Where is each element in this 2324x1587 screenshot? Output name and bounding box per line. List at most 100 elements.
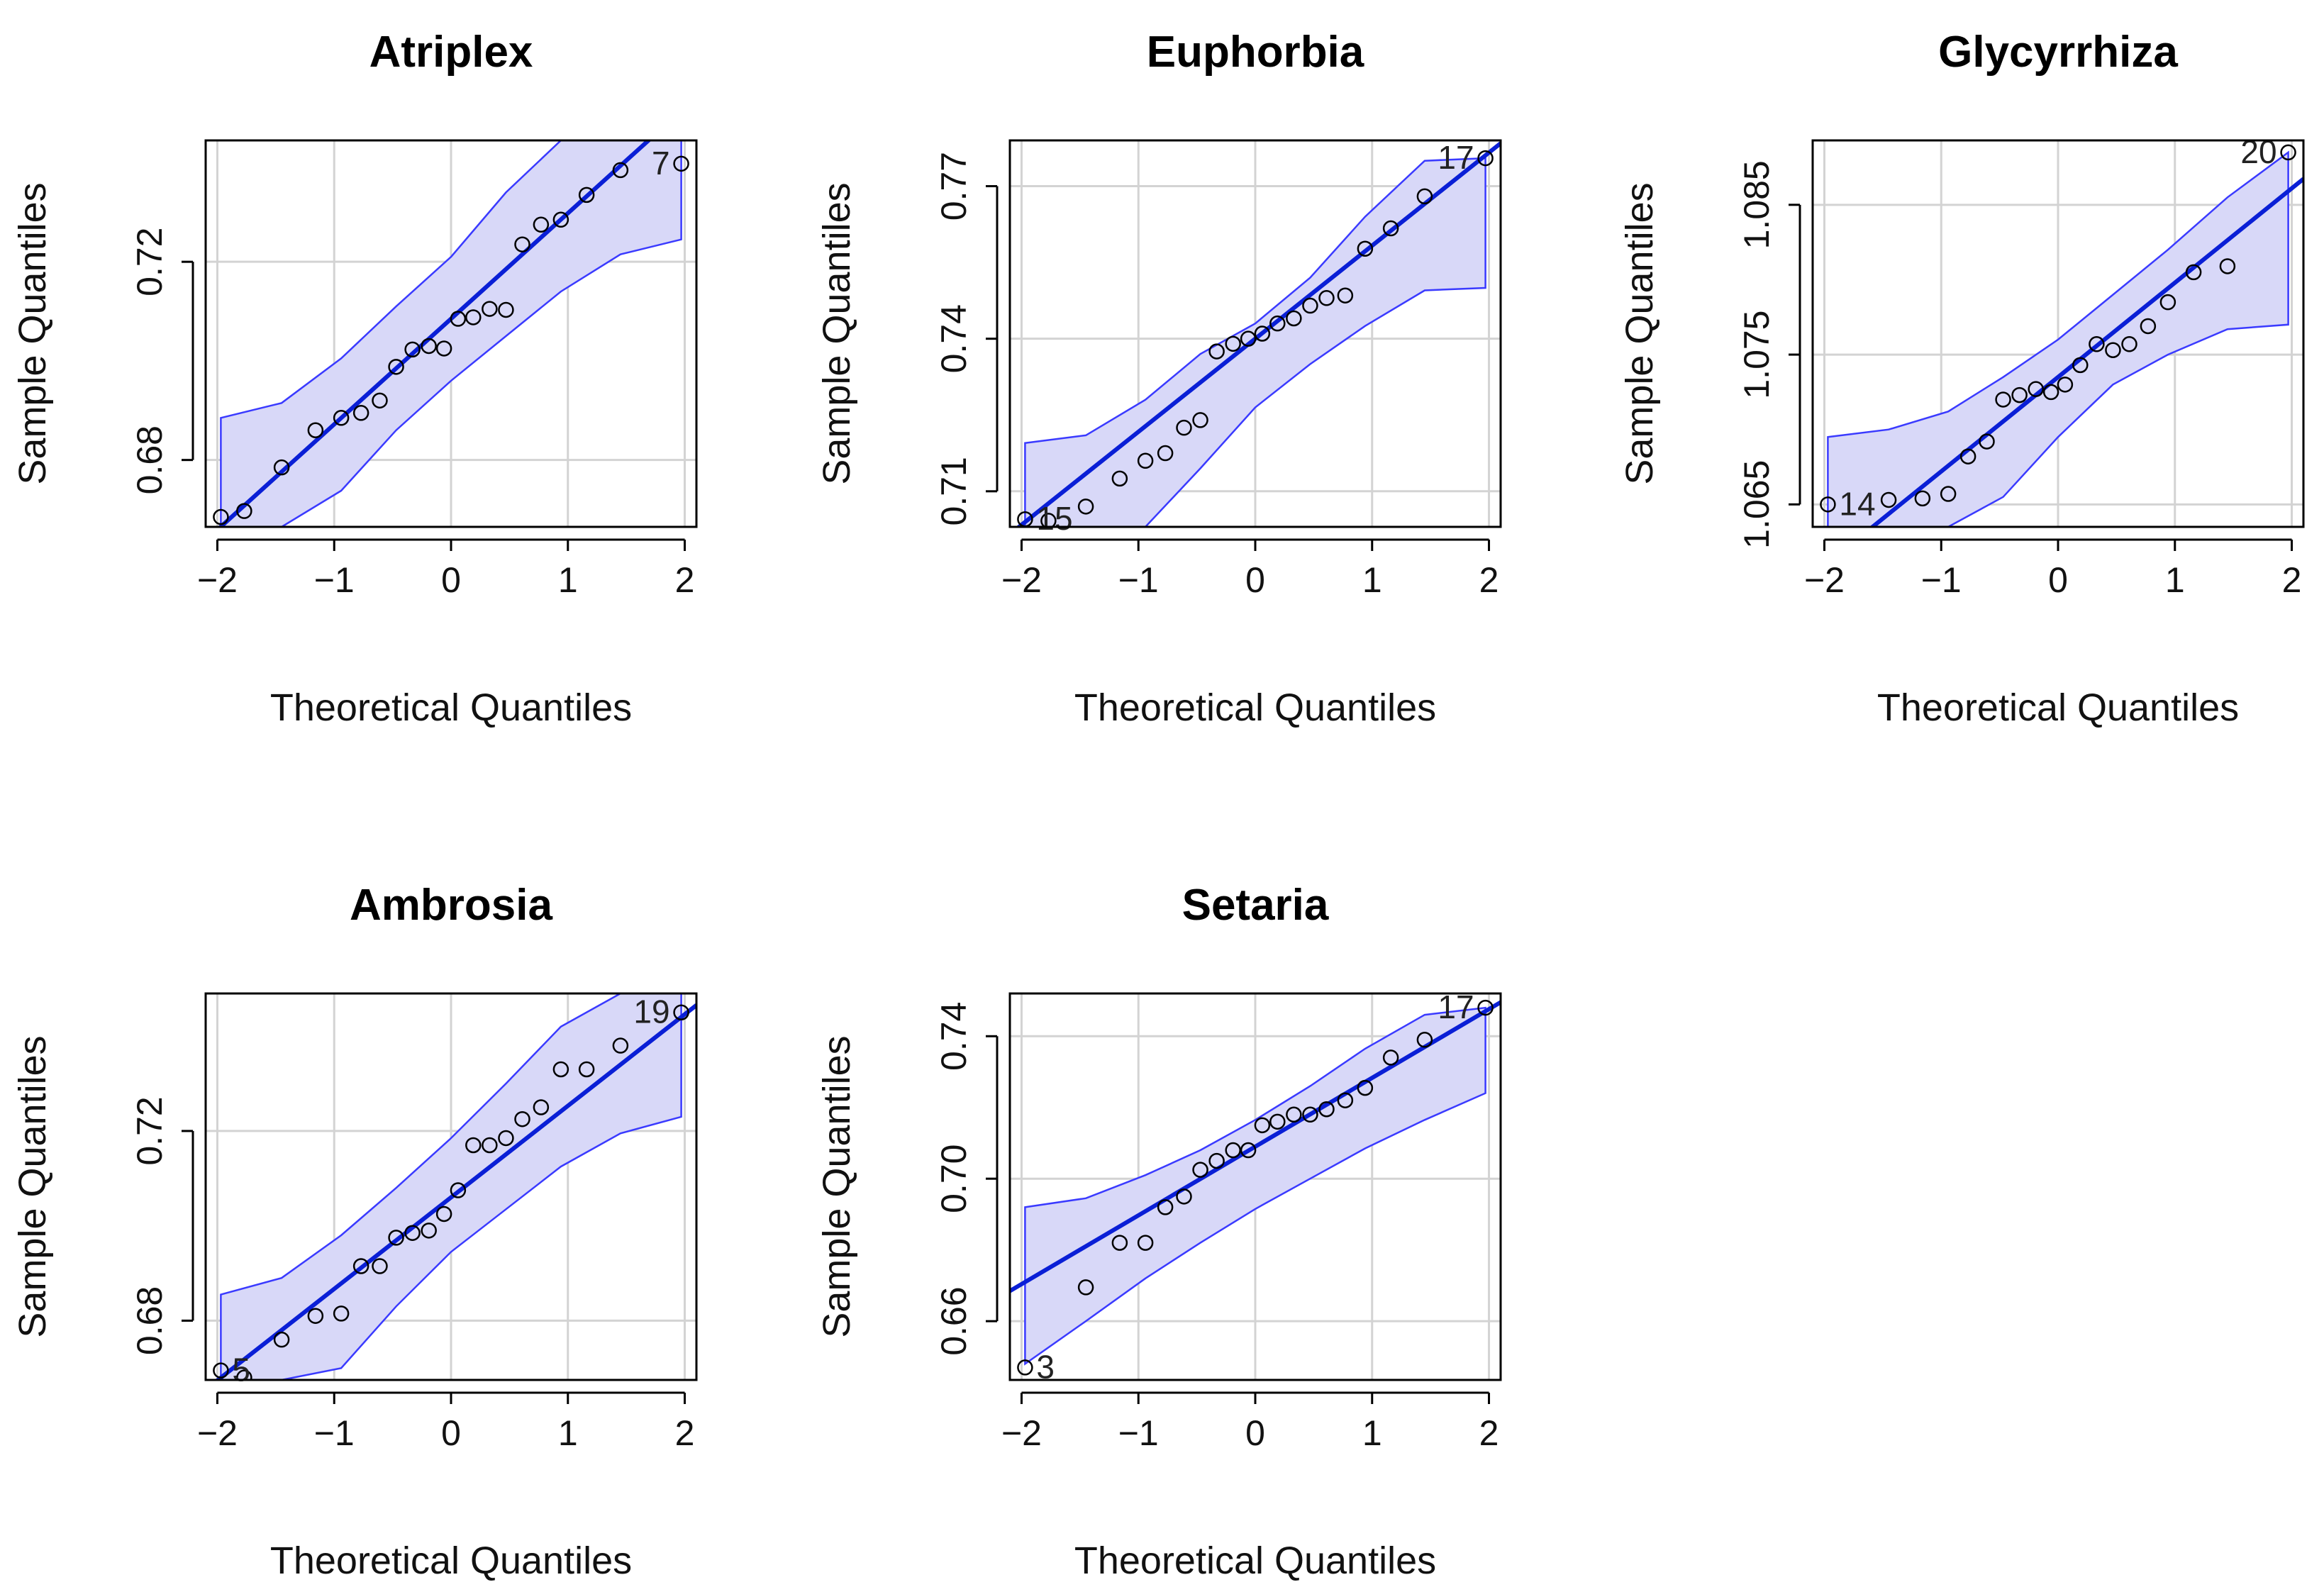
x-axis-label: Theoretical Quantiles	[1074, 1539, 1436, 1582]
plot-area	[206, 993, 696, 1380]
plot-frame	[204, 992, 698, 1381]
data-point	[552, 1061, 569, 1078]
data-point	[273, 459, 290, 476]
outlier-label: 17	[1438, 989, 1474, 1025]
y-axis-label: Sample Quantiles	[11, 1035, 54, 1337]
confidence-band	[1827, 150, 2289, 527]
confidence-band	[220, 140, 682, 527]
chart-title: Ambrosia	[350, 881, 552, 930]
data-point	[2042, 384, 2059, 401]
data-point	[1416, 1032, 1433, 1048]
y-axis-label: Sample Quantiles	[11, 182, 54, 484]
y-axis-label: Sample Quantiles	[816, 1035, 858, 1337]
data-point	[1157, 445, 1174, 462]
data-point	[1176, 1188, 1192, 1205]
data-point	[1286, 310, 1302, 327]
y-tick-label: 0.77	[934, 152, 974, 221]
data-point	[1176, 419, 1192, 436]
data-point	[1302, 1106, 1318, 1123]
x-axis-label: Theoretical Quantiles	[270, 686, 632, 729]
x-tick-label: −2	[197, 560, 238, 600]
data-point	[450, 311, 467, 327]
x-tick-label: 1	[1362, 560, 1382, 600]
data-point	[498, 1130, 514, 1147]
data-point	[498, 301, 514, 318]
outlier-label: 7	[652, 145, 670, 182]
y-tick-label: 0.74	[934, 304, 974, 373]
data-point	[465, 1137, 482, 1154]
data-point	[307, 422, 324, 438]
x-tick-label: −2	[1804, 560, 1845, 600]
data-point	[1357, 240, 1374, 257]
data-point	[421, 1223, 437, 1239]
data-point	[1477, 150, 1494, 167]
x-tick-label: −2	[1001, 560, 1042, 600]
plot-frame	[1008, 139, 1502, 528]
data-point	[1137, 452, 1154, 469]
data-point	[2159, 294, 2176, 311]
data-point	[1979, 433, 1995, 450]
y-axis-label: Sample Quantiles	[1618, 182, 1661, 484]
data-point	[1192, 1162, 1208, 1178]
x-tick-label: 0	[2048, 560, 2068, 600]
x-tick-label: −1	[1921, 560, 1962, 600]
data-point	[333, 1305, 350, 1322]
x-tick-label: 2	[1479, 1413, 1499, 1453]
qq-panel-glycyrrhiza: 20 14 −2 −1 0 1 2 1.065 1.075 1.085 Glycyrrhiza The…	[1618, 28, 2305, 729]
data-point	[1357, 1079, 1374, 1096]
y-tick-label: 0.68	[130, 425, 169, 494]
y-axis-label: Sample Quantiles	[816, 182, 858, 484]
x-axis-label: Theoretical Quantiles	[1074, 686, 1436, 729]
data-point	[2072, 357, 2089, 374]
data-point	[482, 1137, 498, 1154]
outlier-label: 17	[1438, 139, 1474, 176]
data-point	[1208, 343, 1225, 360]
x-tick-label: 0	[441, 1413, 461, 1453]
data-point	[450, 1182, 467, 1198]
data-point	[578, 186, 595, 204]
data-point	[2028, 381, 2044, 397]
y-tick-label: 0.72	[130, 228, 169, 296]
data-point	[1017, 1359, 1033, 1376]
data-point	[1382, 220, 1399, 237]
x-tick-label: −1	[314, 560, 355, 600]
data-point	[1040, 513, 1057, 527]
data-point	[236, 503, 252, 519]
plot-frame	[1008, 992, 1502, 1381]
plot-area	[1010, 140, 1501, 527]
data-point	[1995, 391, 2011, 408]
x-tick-label: 0	[1245, 1413, 1265, 1453]
data-point	[533, 1099, 550, 1115]
x-tick-label: 2	[675, 1413, 695, 1453]
plot-frame	[204, 139, 698, 528]
y-tick-label: 1.075	[1737, 311, 1777, 399]
data-point	[1077, 1279, 1094, 1296]
y-tick-label: 0.74	[934, 1002, 974, 1071]
x-tick-label: 1	[1362, 1413, 1382, 1453]
data-point	[307, 1308, 324, 1324]
data-point	[404, 1225, 421, 1241]
chart-title: Setaria	[1182, 881, 1329, 930]
x-axis-label: Theoretical Quantiles	[270, 1539, 632, 1582]
qq-panel-atriplex: 7 −2 −1 0 1 2 0.68 0.72 Atriplex Theoretical Quan…	[11, 28, 698, 729]
data-point	[2057, 377, 2074, 393]
data-point	[1225, 335, 1241, 352]
data-point	[1192, 412, 1208, 428]
data-point	[482, 301, 498, 317]
data-point	[1302, 297, 1318, 314]
data-point	[1318, 290, 1335, 306]
data-point	[2105, 342, 2121, 358]
data-point	[213, 1362, 229, 1379]
data-point	[1416, 188, 1433, 205]
plot-area	[1010, 993, 1501, 1380]
data-point	[372, 1258, 388, 1274]
data-point	[2121, 336, 2137, 352]
x-tick-label: 1	[558, 560, 578, 600]
data-point	[435, 1205, 452, 1223]
outlier-label: 14	[1839, 485, 1875, 522]
chart-title: Glycyrrhiza	[1938, 28, 2178, 77]
x-tick-label: −1	[1118, 560, 1159, 600]
data-point	[673, 1004, 689, 1020]
data-point	[2011, 386, 2028, 403]
y-tick-label: 1.065	[1737, 460, 1777, 549]
